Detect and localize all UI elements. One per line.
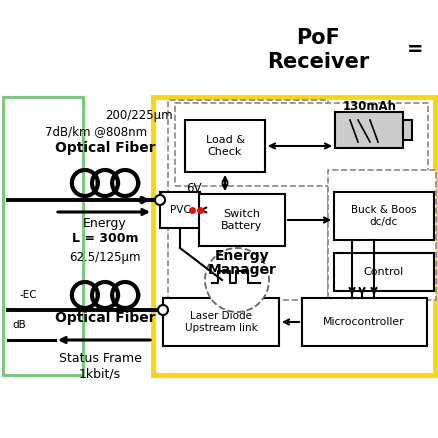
Text: Control: Control xyxy=(364,267,404,277)
Text: 130mAh: 130mAh xyxy=(343,99,397,113)
Text: PoF: PoF xyxy=(296,28,340,48)
Text: =: = xyxy=(407,40,423,60)
Text: Switch
Battery: Switch Battery xyxy=(221,209,263,231)
Text: PVC: PVC xyxy=(170,205,191,215)
Bar xyxy=(175,103,428,186)
Text: Laser Diode
Upstream link: Laser Diode Upstream link xyxy=(185,311,258,333)
Text: Manager: Manager xyxy=(208,263,276,277)
Text: 1kbit/s: 1kbit/s xyxy=(79,367,121,381)
Text: Load &
Check: Load & Check xyxy=(205,135,244,157)
Text: -EC: -EC xyxy=(20,290,38,300)
Bar xyxy=(168,100,328,300)
Text: 7dB/km @808nm: 7dB/km @808nm xyxy=(45,126,147,138)
Bar xyxy=(3,97,83,375)
Text: 62.5/125μm: 62.5/125μm xyxy=(69,251,141,265)
Text: Microcontroller: Microcontroller xyxy=(323,317,405,327)
Bar xyxy=(328,170,436,300)
Bar xyxy=(185,120,265,172)
Text: Receiver: Receiver xyxy=(267,52,369,72)
Circle shape xyxy=(158,305,168,315)
Circle shape xyxy=(205,248,269,312)
Text: Buck & Boos
dc/dc: Buck & Boos dc/dc xyxy=(351,205,417,227)
Text: Optical Fiber: Optical Fiber xyxy=(55,141,155,155)
Bar xyxy=(153,97,435,375)
Bar xyxy=(163,298,279,346)
Text: Status Frame: Status Frame xyxy=(59,352,141,364)
Text: Energy: Energy xyxy=(83,218,127,230)
Text: Optical Fiber: Optical Fiber xyxy=(55,311,155,325)
Text: 200/225μm: 200/225μm xyxy=(105,110,173,123)
Text: Energy: Energy xyxy=(215,249,269,263)
Bar xyxy=(334,253,434,291)
Text: L = 300m: L = 300m xyxy=(72,232,138,244)
Text: dB: dB xyxy=(12,320,26,330)
Bar xyxy=(403,120,412,140)
Text: 6V: 6V xyxy=(186,181,202,194)
Bar xyxy=(199,194,285,246)
Bar xyxy=(302,298,427,346)
Bar xyxy=(335,112,403,148)
Circle shape xyxy=(155,195,165,205)
Bar xyxy=(334,192,434,240)
Bar xyxy=(160,192,200,228)
